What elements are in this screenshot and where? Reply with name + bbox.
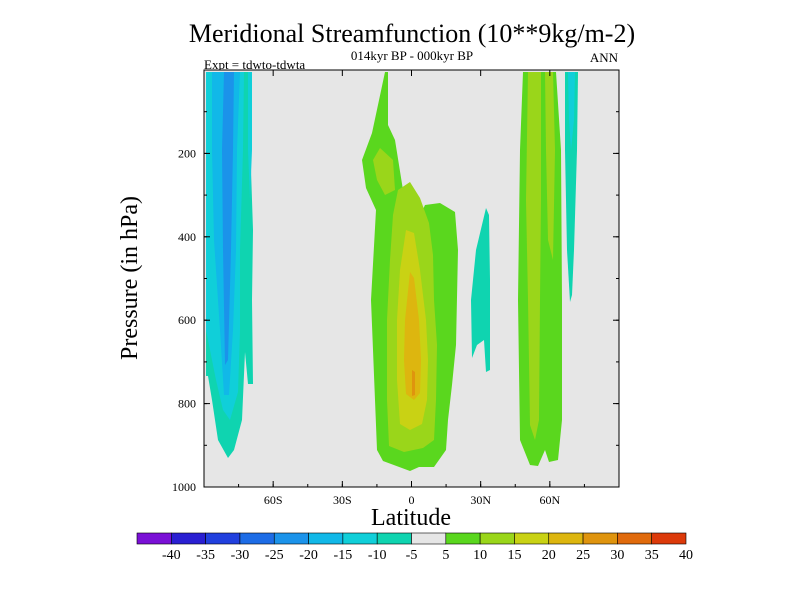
colorbar-swatch: [548, 532, 584, 545]
chart-subtitle: 014kyr BP - 000kyr BP: [351, 48, 473, 63]
x-tick-label: 30S: [333, 493, 352, 507]
colorbar-swatch: [136, 532, 172, 545]
colorbar-label: 20: [542, 548, 556, 563]
y-tick-label: 400: [178, 230, 196, 244]
y-axis: 200 400 600 800 1000: [172, 111, 619, 494]
colorbar-swatch: [582, 532, 618, 545]
chart-title: Meridional Streamfunction (10**9kg/m-2): [189, 19, 635, 48]
y-tick-label: 600: [178, 313, 196, 327]
experiment-label: Expt = tdwto-tdwta: [204, 57, 305, 72]
contour-neg-south-20: [222, 72, 234, 365]
contour-neg-north-high-outer: [565, 72, 578, 302]
colorbar-label: 5: [442, 548, 449, 563]
contour-neg-north-high-inner: [568, 72, 575, 150]
contour-neg-north-subtropics: [471, 208, 490, 372]
x-axis: 60S 30S 0 30N 60N: [203, 70, 620, 507]
colorbar-label: -5: [406, 548, 418, 563]
colorbar-label: 35: [645, 548, 659, 563]
contour-pos-north-10: [526, 72, 541, 440]
colorbar-label: -15: [334, 548, 353, 563]
colorbar-swatch: [205, 532, 241, 545]
x-tick-label: 60N: [539, 493, 560, 507]
colorbar-swatch: [445, 532, 481, 545]
colorbar-label: -25: [265, 548, 284, 563]
contour-pos-tropics-core: [412, 370, 415, 396]
colorbar-label: 30: [610, 548, 624, 563]
colorbar-label: -30: [231, 548, 250, 563]
colorbar-swatch: [479, 532, 515, 545]
colorbar-swatch: [617, 532, 652, 545]
y-tick-label: 800: [178, 397, 196, 411]
colorbar-swatch: [411, 532, 447, 545]
colorbar-swatch: [342, 532, 378, 545]
contour-pos-north-10b: [545, 72, 555, 260]
colorbar-swatch: [239, 532, 275, 545]
contour-neg-south-strip: [248, 72, 252, 200]
contour-fields: [206, 72, 578, 471]
colorbar-label: -35: [196, 548, 215, 563]
contour-pos-tropics-20: [404, 272, 421, 400]
x-tick-label: 30N: [470, 493, 491, 507]
contour-pos-tropics-10: [373, 148, 395, 195]
x-tick-label: 0: [409, 493, 415, 507]
colorbar-label: -40: [162, 548, 181, 563]
colorbar-label: -10: [368, 548, 387, 563]
colorbar-label: 10: [473, 548, 487, 563]
colorbar-label: -20: [299, 548, 318, 563]
colorbar: -40 -35 -30 -25 -20 -15 -10 -5 5 10 15 20 25 30 35 40: [136, 532, 693, 563]
y-tick-label: 200: [178, 146, 196, 160]
colorbar-swatch: [273, 532, 309, 545]
x-axis-title: Latitude: [371, 505, 451, 531]
colorbar-swatch: [171, 532, 206, 545]
colorbar-swatch: [514, 532, 550, 545]
colorbar-label: 25: [576, 548, 590, 563]
y-tick-label: 1000: [172, 480, 196, 494]
colorbar-swatch: [651, 532, 687, 545]
colorbar-label: 40: [679, 548, 693, 563]
colorbar-label: 15: [507, 548, 521, 563]
colorbar-swatch: [376, 532, 412, 545]
x-tick-label: 60S: [264, 493, 283, 507]
y-axis-title: Pressure (in hPa): [117, 196, 143, 360]
season-label: ANN: [590, 50, 619, 65]
colorbar-swatch: [308, 532, 344, 545]
